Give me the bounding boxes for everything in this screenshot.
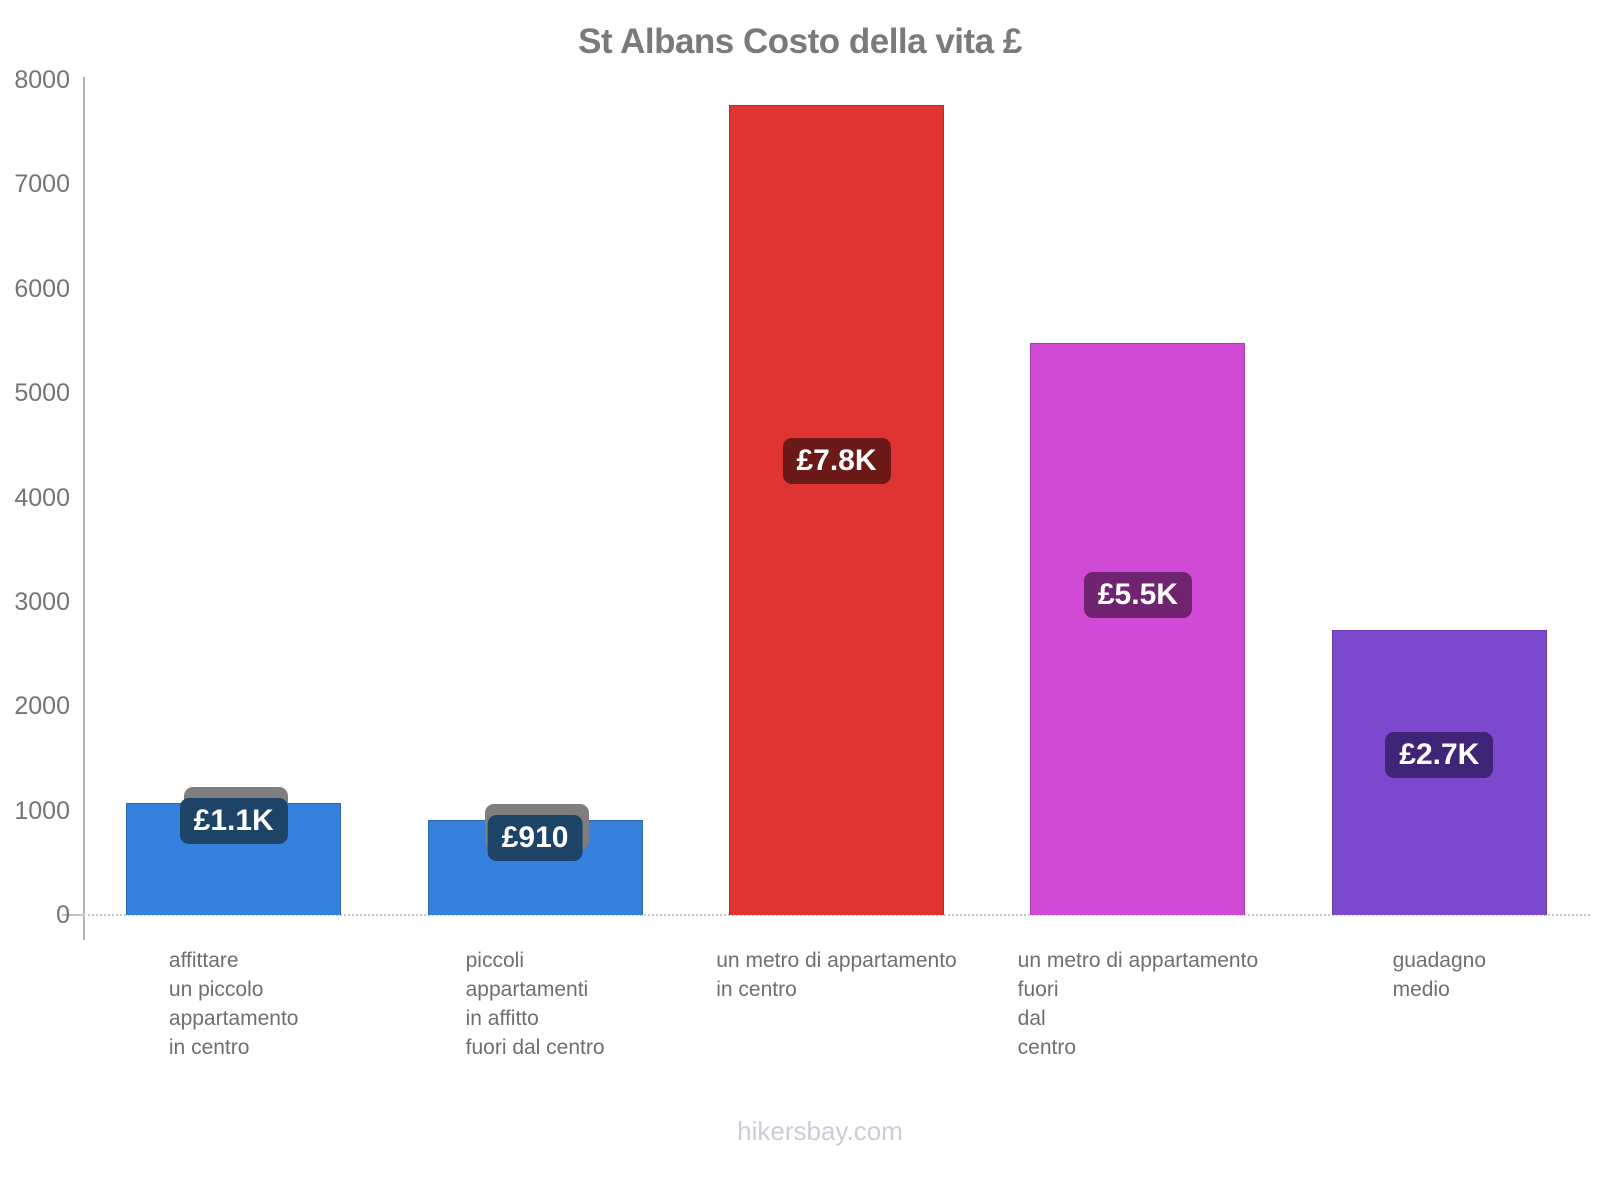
bar-4[interactable]: [1030, 343, 1246, 915]
y-axis-label: 8000: [14, 66, 70, 94]
bar-3[interactable]: [729, 105, 944, 915]
value-badge: £910: [487, 815, 583, 862]
value-badge: £2.7K: [1385, 732, 1494, 779]
footer-watermark: hikersbay.com: [737, 1116, 903, 1146]
y-axis-label: 0: [56, 901, 70, 929]
y-axis-label: 6000: [14, 274, 70, 303]
y-axis-label: 7000: [14, 170, 70, 199]
y-axis-line: [83, 77, 85, 940]
value-badge: £5.5K: [1083, 571, 1192, 618]
y-axis-label: 5000: [14, 379, 70, 408]
category-label-1: affittare un piccolo appartamento in cen…: [168, 949, 299, 1059]
chart-title: St Albans Costo della vita £: [578, 22, 1022, 61]
x-baseline: [83, 914, 1590, 916]
y-axis-label: 2000: [14, 692, 70, 721]
category-label-2: piccoli appartamenti in affitto fuori da…: [465, 949, 605, 1059]
category-label-3: un metro di appartamento in centro: [716, 949, 957, 1001]
y-axis-label: 3000: [14, 587, 70, 616]
category-label-4: un metro di appartamento fuori dal centr…: [1017, 949, 1259, 1059]
y-axis-label: 1000: [14, 796, 70, 825]
category-label-5: guadagno medio: [1392, 949, 1487, 1001]
value-badge: £7.8K: [782, 438, 891, 485]
bar-1[interactable]: [126, 803, 342, 915]
y-axis-label: 4000: [14, 483, 70, 512]
zero-tick-mark: [62, 914, 83, 916]
value-badge: £1.1K: [179, 798, 288, 845]
